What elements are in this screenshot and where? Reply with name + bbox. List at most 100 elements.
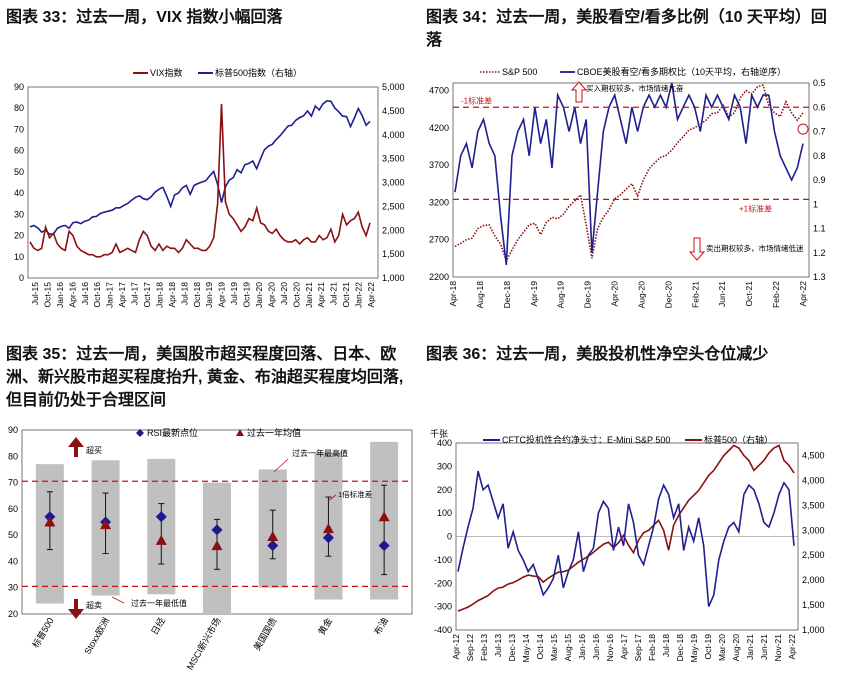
x-tick: Jul-16 (80, 282, 90, 305)
x-tick: Jan-22 (354, 282, 364, 308)
y-right-tick: 2,000 (382, 225, 405, 235)
y-left-tick: 90 (14, 82, 24, 92)
x-tick: Jun-21 (759, 634, 769, 660)
avg-1y-marker (322, 523, 334, 534)
legend-cftc: CFTC投机性合约净头寸：E-Mini S&P 500 (502, 434, 670, 445)
y-left-tick: 2200 (429, 272, 449, 282)
x-tick: Jan-19 (204, 282, 214, 308)
y-right-tick: 1,000 (802, 625, 825, 635)
x-tick: 布油 (371, 616, 390, 637)
x-tick: Jul-15 (30, 282, 40, 305)
y-left-tick: 20 (14, 231, 24, 241)
arrow-down-icon (688, 237, 706, 261)
legend-rsi: RSI最新点位 (147, 427, 198, 438)
y-right-tick: 0.9 (813, 175, 826, 185)
x-tick: Dec-18 (675, 634, 685, 662)
overbought-label: 超买 (86, 445, 102, 455)
y-left-tick: 3700 (429, 160, 449, 170)
x-tick: Jul-18 (661, 634, 671, 657)
y-left-tick: 400 (437, 438, 452, 448)
avg-1y-marker (100, 519, 112, 530)
x-tick: Sep-17 (633, 634, 643, 662)
y-left-tick: 50 (14, 167, 24, 177)
y-tick: 90 (8, 425, 18, 435)
annotation-bottom: 卖出期权较多，市场情绪低迷 (706, 243, 804, 253)
x-tick: Mar-20 (717, 634, 727, 661)
y-tick: 20 (8, 609, 18, 619)
avg-1y-marker (211, 540, 223, 551)
legend-avg: 过去一年均值 (247, 427, 301, 438)
y-left-tick: 0 (19, 273, 24, 283)
x-tick: 美国国债 (251, 616, 279, 653)
high-label: 过去一年最高值 (292, 448, 348, 458)
x-tick: Jul-20 (279, 282, 289, 305)
y-right-tick: 1.3 (813, 272, 826, 282)
y-tick: 70 (8, 478, 18, 488)
y-left-tick: 80 (14, 103, 24, 113)
overbought-arrow-icon (68, 437, 84, 457)
x-tick: Apr-12 (451, 634, 461, 660)
x-tick: MSCI新兴市场 (184, 616, 223, 672)
x-tick: Apr-19 (217, 282, 227, 308)
x-tick: May-19 (689, 634, 699, 663)
vix-chart: 0 10 20 30 40 50 60 70 80 90 1,000 1,500 2,000 2,500 3… (14, 67, 405, 308)
y-right-tick: 2,500 (382, 201, 405, 211)
plot-frame (27, 86, 379, 279)
low-label: 过去一年最低值 (131, 598, 187, 608)
legend-pc: CBOE美股看空/看多期权比（10天平均，右轴逆序） (577, 66, 786, 77)
rsi-latest-marker (378, 540, 390, 552)
x-tick: Dec-20 (663, 281, 673, 309)
x-tick: Apr-17 (619, 634, 629, 660)
x-tick: Dec-13 (507, 634, 517, 662)
x-tick: Apr-20 (266, 282, 276, 308)
x-tick: Aug-20 (731, 634, 741, 662)
legend-sp: 标普500指数（右轴） (215, 67, 302, 78)
y-left-tick: -300 (434, 602, 452, 612)
x-tick: Nov-16 (605, 634, 615, 662)
chart36-title: 图表 36：过去一周，美股投机性净空头仓位减少 (426, 346, 769, 363)
x-tick: Jan-21 (745, 634, 755, 660)
x-tick: Feb-18 (647, 634, 657, 661)
x-tick: Aug-19 (556, 281, 566, 309)
left-unit-label: 千张 (430, 429, 448, 439)
x-tick: Apr-22 (787, 634, 797, 660)
oversold-arrow-icon (68, 599, 84, 619)
y-right-tick: 1,500 (382, 249, 405, 259)
low-pointer (111, 596, 125, 604)
avg-1y-marker (267, 530, 279, 541)
x-tick: May-14 (521, 634, 531, 663)
y-tick: 30 (8, 583, 18, 593)
x-tick: Oct-15 (42, 282, 52, 308)
y-left-tick: 0 (447, 532, 452, 542)
x-tick: Apr-20 (610, 281, 620, 307)
legend-vix: VIX指数 (150, 67, 183, 78)
oversold-label: 超卖 (86, 600, 102, 610)
x-tick: Apr-17 (117, 282, 127, 308)
x-tick: Oct-17 (142, 282, 152, 308)
vix-line (29, 103, 371, 258)
std-label: +1标准差 (739, 203, 772, 213)
x-tick: Aug-20 (636, 281, 646, 309)
x-tick: Jul-17 (130, 282, 140, 305)
y-right-tick: 3,000 (382, 178, 405, 188)
legend-avg-swatch (236, 429, 244, 436)
arrow-up-icon (570, 81, 588, 103)
x-tick: Feb-13 (479, 634, 489, 661)
put-call-chart: 2200 2700 3200 3700 4200 4700 0.5 0.6 0.7 0.8 0.9 1… (429, 66, 826, 309)
y-right-tick: 0.7 (813, 127, 826, 137)
y-right-tick: 1.1 (813, 224, 826, 234)
cftc-line (457, 470, 795, 607)
y-left-tick: 200 (437, 485, 452, 495)
x-tick: Jul-13 (493, 634, 503, 657)
legend-sp: S&P 500 (502, 67, 537, 77)
highlight-circle (797, 123, 809, 135)
y-right-tick: 4,000 (382, 130, 405, 140)
avg-1y-marker (44, 516, 56, 527)
y-right-tick: 4,000 (802, 475, 825, 485)
x-tick: Jul-18 (179, 282, 189, 305)
y-left-tick: -400 (434, 625, 452, 635)
legend-rsi-swatch (136, 429, 144, 437)
y-right-tick: 1,500 (802, 600, 825, 610)
y-tick: 80 (8, 451, 18, 461)
x-tick: Dec-19 (583, 281, 593, 309)
